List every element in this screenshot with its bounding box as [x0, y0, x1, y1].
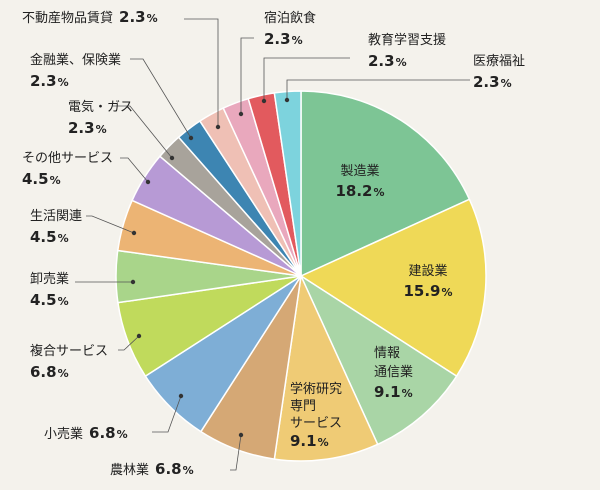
leader-dot-10 [169, 155, 175, 161]
leader-line-15 [286, 79, 470, 100]
leader-line-11 [130, 58, 192, 139]
slice-value-15: 2.3% [473, 73, 512, 91]
slice-label-10-line-0: 電気・ガス [68, 99, 133, 115]
slice-label-8-line-0: 生活関連 [30, 209, 82, 224]
slice-label-2-line-0: 情報 [374, 346, 400, 361]
leader-dot-9 [145, 179, 151, 185]
slice-label-3-line-2: サービス [290, 416, 342, 431]
slice-value-7: 4.5% [30, 291, 69, 309]
pie-slice-0 [300, 90, 471, 278]
leader-dot-12 [215, 124, 221, 130]
slice-value-10: 2.3% [68, 119, 107, 137]
slice-value-2: 9.1% [374, 383, 413, 401]
leader-line-5 [152, 395, 182, 433]
slice-label-0-line-0: 製造業 [340, 163, 379, 179]
slice-value-8: 4.5% [30, 228, 69, 246]
pie-slice-2 [299, 273, 458, 446]
leader-dot-15 [284, 97, 290, 103]
slice-label-6-line-0: 複合サービス [30, 343, 108, 359]
slice-label-1-line-0: 建設業 [408, 263, 447, 279]
leader-dot-13 [238, 111, 244, 117]
slice-label-11-line-0: 金融業、保険業 [30, 52, 121, 68]
leader-line-4 [230, 434, 242, 471]
slice-value-13: 2.3% [264, 30, 303, 48]
slice-value-14: 2.3% [368, 52, 407, 70]
leader-line-8 [86, 215, 135, 234]
pie-slice-3 [273, 273, 379, 462]
leader-dot-5 [178, 393, 184, 399]
slice-value-0: 18.2% [335, 182, 384, 200]
slice-value-1: 15.9% [403, 282, 452, 300]
slice-label-4: 農林業 6.8% [110, 460, 194, 478]
leader-line-9 [120, 157, 149, 183]
leader-dot-11 [188, 135, 194, 141]
leader-line-13 [240, 37, 254, 114]
leader-dot-8 [131, 230, 137, 236]
slice-label-5: 小売業 6.8% [44, 424, 128, 442]
slice-value-11: 2.3% [30, 72, 69, 90]
slice-value-3: 9.1% [290, 432, 329, 450]
pie-slice-15 [273, 90, 302, 277]
leader-dot-4 [238, 432, 244, 438]
slice-label-3-line-1: 専門 [290, 399, 316, 414]
pie-slice-1 [299, 198, 487, 378]
slice-label-13-line-0: 宿泊飲食 [264, 10, 316, 26]
slice-value-6: 6.8% [30, 363, 69, 381]
slice-label-9-line-0: その他サービス [22, 151, 113, 166]
slice-value-9: 4.5% [22, 170, 61, 188]
leader-dot-14 [261, 98, 267, 104]
slice-label-15-line-0: 医療福祉 [473, 54, 525, 69]
slice-label-14-line-0: 教育学習支援 [368, 32, 446, 48]
leader-line-14 [263, 57, 350, 101]
slice-label-7-line-0: 卸売業 [30, 271, 69, 287]
leader-line-6 [118, 335, 140, 351]
leader-line-12 [184, 18, 219, 127]
leader-dot-6 [136, 333, 142, 339]
leader-dot-7 [130, 279, 136, 285]
leader-line-10 [112, 105, 173, 159]
slice-label-12: 不動産物品賃貸 2.3% [22, 8, 158, 26]
slice-label-3-line-0: 学術研究 [290, 381, 342, 397]
slice-label-2-line-1: 通信業 [374, 364, 413, 380]
